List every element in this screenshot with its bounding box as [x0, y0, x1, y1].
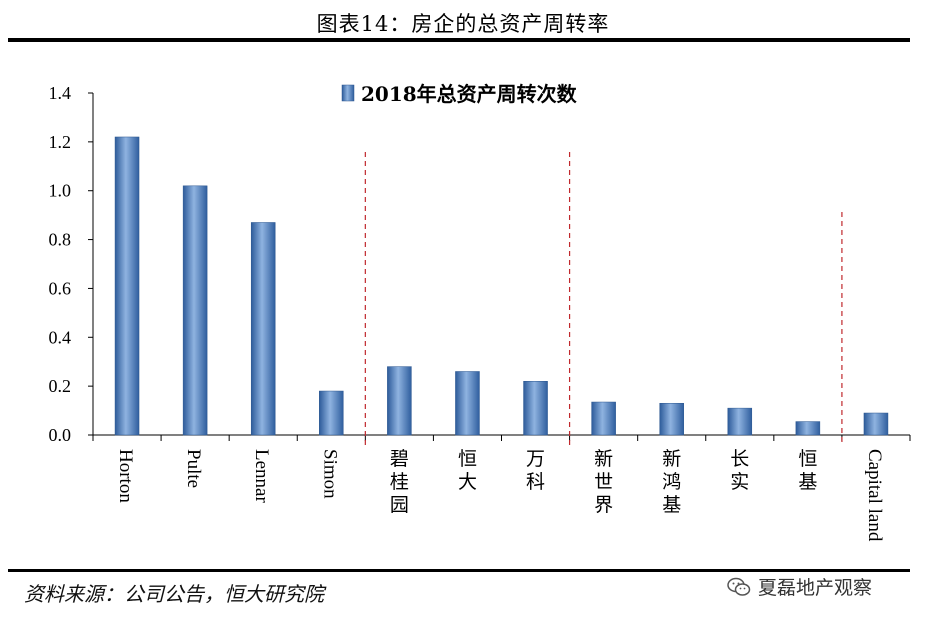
y-tick-label: 0.4 — [49, 327, 72, 347]
bar-新世界 — [591, 401, 616, 436]
x-tick-label: Pulte — [183, 449, 204, 488]
bar-Lennar — [250, 222, 276, 436]
x-tick-label: 新世界 — [594, 448, 613, 516]
watermark: 夏磊地产观察 — [726, 573, 872, 600]
bar-恒大 — [455, 371, 480, 436]
x-tick-label: Horton — [115, 449, 136, 503]
y-tick-label: 0.2 — [49, 376, 72, 396]
legend-swatch — [341, 84, 355, 102]
bar-Simon — [319, 390, 344, 436]
bar-长实 — [727, 407, 753, 436]
bottom-rule — [8, 569, 910, 572]
x-tick-label: 恒大 — [458, 448, 477, 493]
top-rule — [8, 38, 910, 42]
y-tick-label: 0.6 — [49, 278, 72, 298]
legend-label: 2018年总资产周转次数 — [361, 82, 578, 106]
wechat-icon — [727, 577, 751, 596]
bar-Horton — [114, 136, 140, 436]
y-tick-label: 0.0 — [49, 425, 72, 445]
figure-title: 图表14：房企的总资产周转率 — [316, 12, 610, 36]
bar-新鸿基 — [659, 402, 684, 436]
bar-Capital land — [863, 412, 889, 436]
y-tick-label: 1.2 — [49, 132, 72, 152]
y-tick-label: 1.4 — [49, 83, 72, 103]
y-tick-label: 1.0 — [49, 181, 72, 201]
source-note: 资料来源：公司公告，恒大研究院 — [24, 582, 324, 606]
x-tick-label: Simon — [319, 449, 340, 499]
bar-Pulte — [182, 185, 208, 436]
x-tick-label: 长实 — [730, 448, 749, 493]
bar-恒基 — [795, 421, 821, 436]
watermark-text: 夏磊地产观察 — [758, 577, 873, 599]
bar-碧桂园 — [387, 366, 412, 436]
x-tick-label: Lennar — [251, 449, 272, 503]
x-tick-label: Capital land — [864, 449, 885, 542]
x-tick-label: 万科 — [526, 448, 545, 493]
x-tick-label: 新鸿基 — [662, 448, 681, 516]
y-tick-label: 0.8 — [49, 230, 72, 250]
x-tick-label: 碧桂园 — [390, 448, 409, 516]
bar-万科 — [523, 381, 548, 436]
x-tick-label: 恒基 — [798, 448, 817, 493]
